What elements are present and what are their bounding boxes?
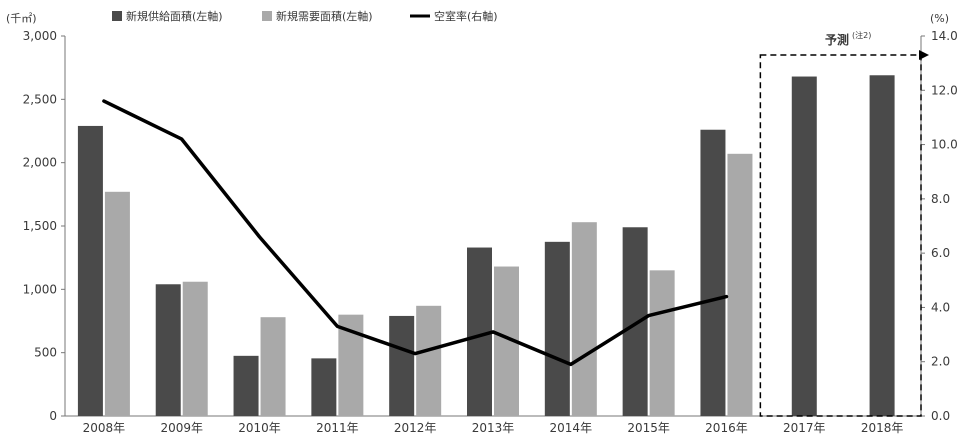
forecast-box	[759, 54, 922, 417]
x-tick-label: 2015年	[627, 421, 670, 435]
x-tick-label: 2009年	[160, 421, 203, 435]
left-tick-label: 2,000	[23, 156, 57, 170]
right-tick-label: 12.0	[931, 83, 958, 97]
left-tick-label: 1,500	[23, 219, 57, 233]
x-tick-label: 2014年	[550, 421, 593, 435]
bar-series	[77, 75, 895, 417]
x-tick-label: 2013年	[472, 421, 515, 435]
bar-demand	[727, 153, 753, 417]
bar-demand	[571, 222, 597, 416]
forecast-annotation: 予測 (注2)	[759, 30, 929, 417]
bar-demand	[182, 281, 208, 416]
bar-supply	[622, 227, 648, 416]
bar-supply	[544, 241, 570, 416]
bar-demand	[104, 191, 130, 416]
bar-supply	[155, 284, 181, 416]
legend-swatch-demand	[262, 11, 272, 21]
bar-supply	[869, 75, 895, 417]
legend: 新規供給面積(左軸) 新規需要面積(左軸) 空室率(右軸)	[112, 9, 498, 23]
legend-swatch-supply	[112, 11, 122, 21]
x-tick-label: 2008年	[83, 421, 126, 435]
forecast-label: 予測	[825, 32, 849, 47]
bar-supply	[700, 129, 726, 416]
x-tick-label: 2017年	[783, 421, 826, 435]
x-tick-label: 2016年	[705, 421, 748, 435]
left-axis-ticks: 0 500 1,000 1,500 2,000 2,500 3,000	[23, 29, 65, 423]
bar-supply	[389, 315, 415, 416]
right-tick-label: 14.0	[931, 29, 958, 43]
right-tick-label: 10.0	[931, 138, 958, 152]
bar-demand	[649, 270, 675, 416]
right-axis-unit: (%)	[930, 12, 949, 25]
bar-supply	[791, 76, 817, 417]
bar-supply	[233, 355, 259, 416]
vacancy-rate-line	[102, 99, 729, 367]
legend-label-vacancy: 空室率(右軸)	[434, 9, 498, 23]
x-tick-label: 2012年	[394, 421, 437, 435]
right-tick-label: 4.0	[931, 300, 950, 314]
right-tick-label: 0.0	[931, 409, 950, 423]
forecast-note: (注2)	[852, 30, 871, 40]
left-axis-unit: (千㎡)	[6, 12, 37, 25]
left-tick-label: 2,500	[23, 92, 57, 106]
legend-label-supply: 新規供給面積(左軸)	[126, 9, 223, 23]
left-tick-label: 3,000	[23, 29, 57, 43]
left-tick-label: 0	[49, 409, 57, 423]
x-tick-label: 2010年	[238, 421, 281, 435]
x-tick-label: 2018年	[861, 421, 904, 435]
x-axis-ticks: 2008年 2009年 2010年 2011年 2012年 2013年 2014年 2015年…	[83, 421, 904, 435]
right-tick-label: 2.0	[931, 355, 950, 369]
bar-demand	[416, 305, 442, 416]
line-series	[102, 99, 729, 367]
bar-demand	[260, 317, 286, 416]
legend-label-demand: 新規需要面積(左軸)	[276, 9, 373, 23]
right-tick-label: 8.0	[931, 192, 950, 206]
left-tick-label: 1,000	[23, 282, 57, 296]
x-tick-label: 2011年	[316, 421, 359, 435]
bar-supply	[77, 125, 103, 416]
right-axis-ticks: 0.0 2.0 4.0 6.0 8.0 10.0 12.0 14.0	[921, 29, 958, 423]
right-tick-label: 6.0	[931, 246, 950, 260]
forecast-arrow-icon	[919, 50, 929, 60]
bar-supply	[311, 358, 337, 416]
left-tick-label: 500	[34, 346, 57, 360]
